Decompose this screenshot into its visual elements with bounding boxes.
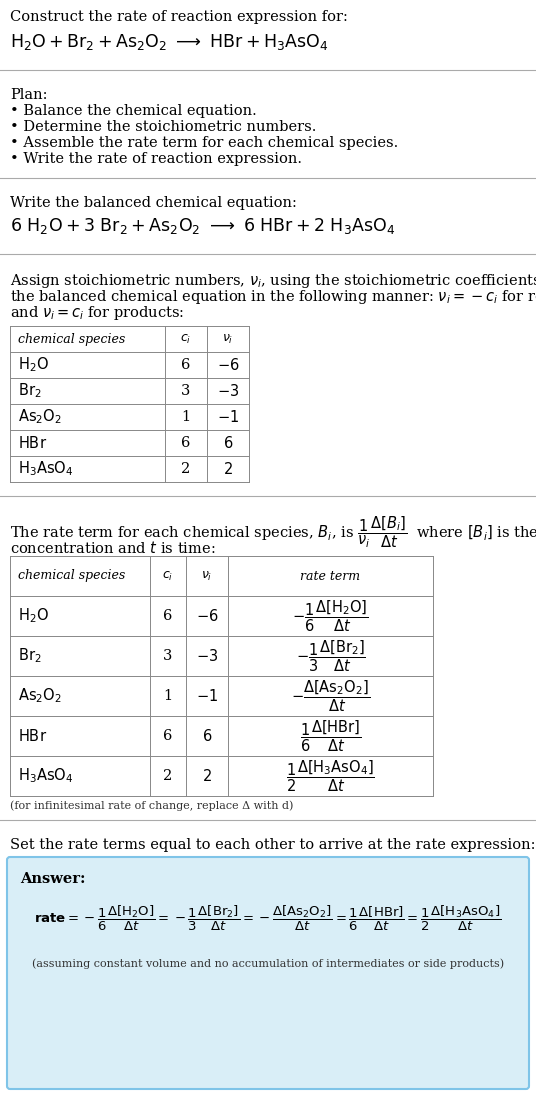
Text: $\mathrm{H_3AsO_4}$: $\mathrm{H_3AsO_4}$ <box>18 459 73 478</box>
Text: $6$: $6$ <box>223 435 233 451</box>
Text: $\mathrm{Br_2}$: $\mathrm{Br_2}$ <box>18 647 42 665</box>
Text: $-1$: $-1$ <box>217 409 239 424</box>
Text: • Determine the stoichiometric numbers.: • Determine the stoichiometric numbers. <box>10 120 316 133</box>
Text: 3: 3 <box>181 384 191 398</box>
Text: the balanced chemical equation in the following manner: $\nu_i = -c_i$ for react: the balanced chemical equation in the fo… <box>10 288 536 306</box>
Text: $\mathrm{HBr}$: $\mathrm{HBr}$ <box>18 435 47 451</box>
Text: $-3$: $-3$ <box>217 383 239 399</box>
Text: $-3$: $-3$ <box>196 648 218 664</box>
Text: $\mathrm{H_2O}$: $\mathrm{H_2O}$ <box>18 607 49 626</box>
Text: $c_i$: $c_i$ <box>181 333 192 346</box>
Text: • Balance the chemical equation.: • Balance the chemical equation. <box>10 104 257 118</box>
Text: $\mathrm{H_2O}$: $\mathrm{H_2O}$ <box>18 356 49 374</box>
Text: concentration and $t$ is time:: concentration and $t$ is time: <box>10 540 215 556</box>
Text: $-\dfrac{1}{3}\dfrac{\Delta[\mathrm{Br_2}]}{\Delta t}$: $-\dfrac{1}{3}\dfrac{\Delta[\mathrm{Br_2… <box>295 638 366 674</box>
Text: 6: 6 <box>163 729 173 743</box>
Text: $\dfrac{1}{2}\dfrac{\Delta[\mathrm{H_3AsO_4}]}{\Delta t}$: $\dfrac{1}{2}\dfrac{\Delta[\mathrm{H_3As… <box>286 758 375 794</box>
Text: $\mathrm{As_2O_2}$: $\mathrm{As_2O_2}$ <box>18 687 62 706</box>
Text: $\mathbf{rate} = -\dfrac{1}{6}\dfrac{\Delta[\mathrm{H_2O}]}{\Delta t} = -\dfrac{: $\mathbf{rate} = -\dfrac{1}{6}\dfrac{\De… <box>34 904 502 932</box>
Text: $-6$: $-6$ <box>196 608 218 624</box>
Text: $\mathrm{H_2O + Br_2 + As_2O_2 \ \longrightarrow \ HBr + H_3AsO_4}$: $\mathrm{H_2O + Br_2 + As_2O_2 \ \longri… <box>10 32 329 53</box>
Text: 6: 6 <box>181 437 191 450</box>
Text: Assign stoichiometric numbers, $\nu_i$, using the stoichiometric coefficients, $: Assign stoichiometric numbers, $\nu_i$, … <box>10 272 536 290</box>
Text: • Write the rate of reaction expression.: • Write the rate of reaction expression. <box>10 152 302 166</box>
Text: • Assemble the rate term for each chemical species.: • Assemble the rate term for each chemic… <box>10 136 398 150</box>
Text: Set the rate terms equal to each other to arrive at the rate expression:: Set the rate terms equal to each other t… <box>10 838 535 852</box>
Text: 1: 1 <box>182 410 191 424</box>
Text: $\mathrm{H_3AsO_4}$: $\mathrm{H_3AsO_4}$ <box>18 767 73 785</box>
Text: $2$: $2$ <box>202 768 212 784</box>
Text: rate term: rate term <box>301 570 361 582</box>
Text: $\nu_i$: $\nu_i$ <box>202 570 213 582</box>
Text: (for infinitesimal rate of change, replace Δ with d): (for infinitesimal rate of change, repla… <box>10 800 293 811</box>
Text: Write the balanced chemical equation:: Write the balanced chemical equation: <box>10 196 297 210</box>
Text: and $\nu_i = c_i$ for products:: and $\nu_i = c_i$ for products: <box>10 304 184 322</box>
Text: (assuming constant volume and no accumulation of intermediates or side products): (assuming constant volume and no accumul… <box>32 958 504 968</box>
Text: $-1$: $-1$ <box>196 688 218 705</box>
Text: $2$: $2$ <box>223 461 233 477</box>
Text: $\dfrac{1}{6}\dfrac{\Delta[\mathrm{HBr}]}{\Delta t}$: $\dfrac{1}{6}\dfrac{\Delta[\mathrm{HBr}]… <box>300 719 361 754</box>
Text: 2: 2 <box>163 769 173 783</box>
Text: $\mathrm{As_2O_2}$: $\mathrm{As_2O_2}$ <box>18 408 62 427</box>
Text: $\mathrm{HBr}$: $\mathrm{HBr}$ <box>18 728 47 744</box>
Text: $6$: $6$ <box>202 728 212 744</box>
Text: $\mathrm{Br_2}$: $\mathrm{Br_2}$ <box>18 382 42 400</box>
Text: 3: 3 <box>163 649 173 663</box>
Text: 2: 2 <box>181 462 191 476</box>
Text: The rate term for each chemical species, $B_i$, is $\dfrac{1}{\nu_i}\dfrac{\Delt: The rate term for each chemical species,… <box>10 514 536 549</box>
Text: Answer:: Answer: <box>20 872 86 886</box>
Text: $\mathrm{6\ H_2O + 3\ Br_2 + As_2O_2 \ \longrightarrow \ 6\ HBr + 2\ H_3AsO_4}$: $\mathrm{6\ H_2O + 3\ Br_2 + As_2O_2 \ \… <box>10 216 395 236</box>
Text: chemical species: chemical species <box>18 570 125 582</box>
Text: 6: 6 <box>181 358 191 372</box>
Text: 1: 1 <box>163 689 173 703</box>
Text: $\nu_i$: $\nu_i$ <box>222 333 234 346</box>
Text: $c_i$: $c_i$ <box>162 570 174 582</box>
Text: $-\dfrac{\Delta[\mathrm{As_2O_2}]}{\Delta t}$: $-\dfrac{\Delta[\mathrm{As_2O_2}]}{\Delt… <box>291 678 370 713</box>
Text: $-6$: $-6$ <box>217 357 239 373</box>
Text: $-\dfrac{1}{6}\dfrac{\Delta[\mathrm{H_2O}]}{\Delta t}$: $-\dfrac{1}{6}\dfrac{\Delta[\mathrm{H_2O… <box>292 598 369 633</box>
FancyBboxPatch shape <box>7 857 529 1089</box>
Text: Construct the rate of reaction expression for:: Construct the rate of reaction expressio… <box>10 10 348 24</box>
Text: 6: 6 <box>163 609 173 622</box>
Text: chemical species: chemical species <box>18 333 125 346</box>
Text: Plan:: Plan: <box>10 88 48 102</box>
